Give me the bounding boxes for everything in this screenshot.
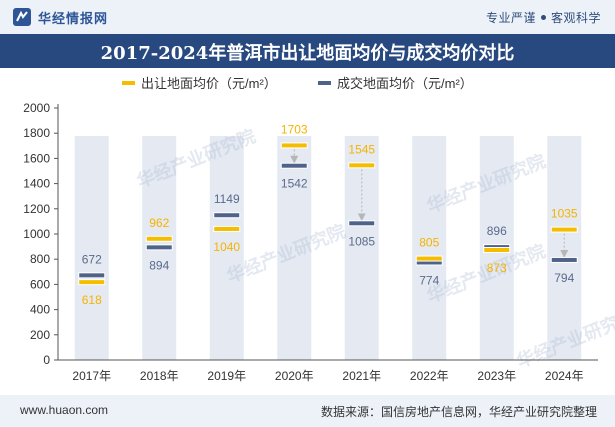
title-bar: 2017-2024年普洱市出让地面均价与成交均价对比 bbox=[0, 34, 615, 68]
legend-swatch-series-1 bbox=[122, 81, 135, 85]
x-tick-label: 2017年 bbox=[72, 369, 111, 383]
x-tick-label: 2019年 bbox=[207, 369, 246, 383]
data-source: 数据来源：国信房地产信息网，华经产业研究院整理 bbox=[320, 405, 597, 419]
x-tick-label: 2022年 bbox=[410, 369, 449, 383]
series-1-value-label: 1703 bbox=[281, 122, 308, 136]
huajing-logo-icon bbox=[13, 8, 31, 26]
y-tick-label: 1200 bbox=[23, 202, 50, 216]
series-2-marker bbox=[280, 162, 308, 169]
series-2-value-label: 896 bbox=[487, 224, 507, 238]
legend-swatch-series-2 bbox=[318, 81, 331, 85]
slogan-right: 客观科学 bbox=[550, 11, 601, 25]
x-tick-label: 2023年 bbox=[477, 369, 516, 383]
footer-bar: www.huaon.com 数据来源：国信房地产信息网，华经产业研究院整理 bbox=[0, 395, 615, 427]
series-2-marker bbox=[348, 220, 376, 227]
series-2-value-label: 1149 bbox=[214, 192, 240, 206]
legend-label-series-2: 成交地面均价（元/m²） bbox=[337, 76, 473, 91]
series-2-marker bbox=[145, 244, 173, 251]
series-1-marker bbox=[550, 226, 578, 233]
y-tick-label: 1000 bbox=[23, 227, 50, 241]
series-1-value-label: 873 bbox=[487, 261, 507, 275]
y-tick-label: 800 bbox=[30, 252, 50, 266]
x-tick-label: 2020年 bbox=[275, 369, 314, 383]
y-tick-label: 600 bbox=[30, 277, 50, 291]
series-1-marker bbox=[415, 255, 443, 262]
series-2-marker bbox=[550, 256, 578, 263]
series-1-value-label: 805 bbox=[419, 236, 439, 250]
series-1-marker bbox=[78, 279, 106, 286]
y-tick-label: 1600 bbox=[23, 151, 50, 165]
category-column-bg bbox=[209, 136, 244, 360]
series-2-value-label: 1542 bbox=[281, 177, 308, 191]
category-column-bg bbox=[412, 136, 447, 360]
y-tick-label: 0 bbox=[43, 353, 50, 367]
category-column-bg bbox=[74, 136, 109, 360]
series-1-value-label: 618 bbox=[82, 293, 102, 307]
legend-label-series-1: 出让地面均价（元/m²） bbox=[141, 76, 277, 91]
y-tick-label: 1800 bbox=[23, 126, 50, 140]
series-1-marker bbox=[483, 247, 511, 254]
y-tick-label: 200 bbox=[30, 328, 50, 342]
x-tick-label: 2021年 bbox=[342, 369, 381, 383]
y-tick-label: 2000 bbox=[23, 101, 50, 115]
series-2-value-label: 1085 bbox=[348, 234, 375, 248]
series-1-marker bbox=[145, 235, 173, 242]
category-column-bg bbox=[547, 136, 582, 360]
series-2-value-label: 894 bbox=[149, 258, 169, 272]
series-2-marker bbox=[78, 272, 106, 279]
brand-name: 华经情报网 bbox=[38, 11, 109, 26]
chart-title: 2017-2024年普洱市出让地面均价与成交均价对比 bbox=[100, 43, 515, 64]
y-tick-label: 400 bbox=[30, 303, 50, 317]
top-bar: 华经情报网 专业严谨 客观科学 bbox=[0, 0, 615, 34]
website-link[interactable]: www.huaon.com bbox=[20, 403, 109, 417]
chart-area: 出让地面均价（元/m²） 成交地面均价（元/m²） 0 200 400 600 800 100… bbox=[23, 76, 615, 383]
series-1-marker bbox=[348, 162, 376, 169]
series-2-value-label: 672 bbox=[82, 252, 102, 266]
y-tick-label: 1400 bbox=[23, 177, 50, 191]
series-1-value-label: 1035 bbox=[551, 207, 578, 221]
category-column-bg bbox=[277, 136, 312, 360]
series-2-value-label: 794 bbox=[554, 271, 574, 285]
series-1-value-label: 1545 bbox=[348, 142, 375, 156]
series-1-value-label: 962 bbox=[149, 216, 169, 230]
slogan: 专业严谨 客观科学 bbox=[486, 9, 601, 26]
series-2-marker bbox=[213, 212, 241, 219]
series-1-marker bbox=[213, 225, 241, 232]
series-2-value-label: 774 bbox=[419, 273, 439, 287]
bullet-dot-icon bbox=[540, 15, 546, 21]
series-1-value-label: 1040 bbox=[213, 240, 240, 254]
series-1-marker bbox=[280, 142, 308, 149]
x-tick-label: 2024年 bbox=[545, 369, 584, 383]
x-tick-label: 2018年 bbox=[140, 369, 179, 383]
slogan-left: 专业严谨 bbox=[485, 11, 536, 25]
